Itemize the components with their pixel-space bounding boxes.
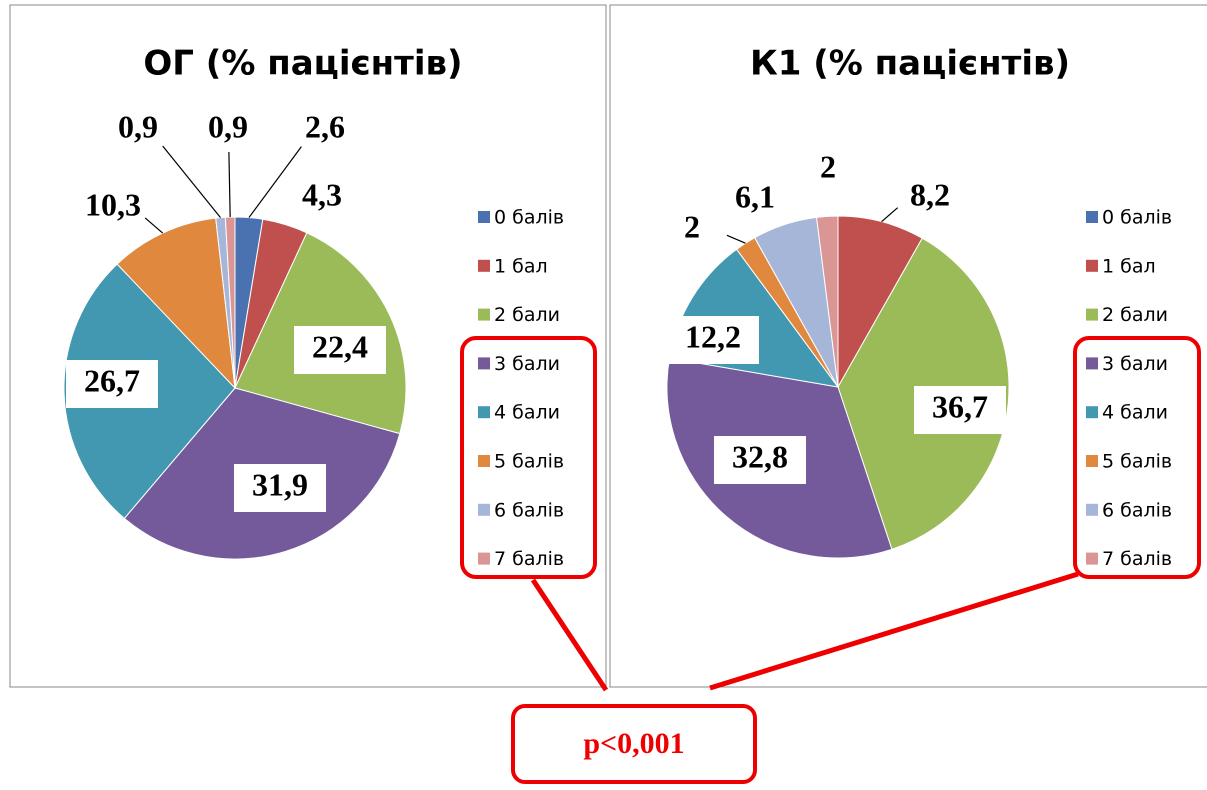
pie-slice xyxy=(837,215,923,389)
label-box xyxy=(714,436,806,484)
legend-label: 6 балів xyxy=(494,499,564,521)
legend-swatch xyxy=(478,211,490,223)
data-label: 10,3 xyxy=(85,186,141,222)
connector xyxy=(530,578,609,692)
data-label: 32,8 xyxy=(732,438,788,474)
legend-swatch xyxy=(1086,259,1098,272)
legend-label: 2 бали xyxy=(1102,304,1168,326)
leader-line xyxy=(162,145,221,218)
highlight-box xyxy=(1073,336,1201,579)
p-value: p<0,001 xyxy=(583,727,684,760)
legend-swatch xyxy=(1086,308,1098,321)
legend-label: 5 балів xyxy=(494,451,564,473)
data-label: 8,2 xyxy=(910,176,950,212)
legend-label: 7 балів xyxy=(494,548,564,570)
legend-swatch xyxy=(1086,406,1098,419)
leader-line xyxy=(144,217,164,234)
label-box xyxy=(667,316,759,364)
legend-label: 0 балів xyxy=(494,207,564,229)
data-label: 0,9 xyxy=(208,108,248,144)
label-box xyxy=(234,464,326,512)
data-label: 36,7 xyxy=(932,388,988,424)
legend-label: 1 бал xyxy=(1102,255,1156,277)
legend-swatch xyxy=(1086,455,1098,467)
data-label: 26,7 xyxy=(84,362,140,398)
highlight-box xyxy=(460,336,597,579)
legend-label: 4 бали xyxy=(1102,402,1168,424)
data-label: 6,1 xyxy=(735,178,775,214)
label-box xyxy=(66,360,158,408)
legend-label: 5 балів xyxy=(1102,451,1172,473)
legend-label: 0 балів xyxy=(1102,207,1172,229)
chart-title: К1 (% пацієнтів) xyxy=(750,44,1070,84)
label-box xyxy=(914,386,1006,434)
data-label: 31,9 xyxy=(252,466,308,502)
data-label: 2 xyxy=(820,148,836,184)
leader-line xyxy=(881,207,899,223)
data-label: 2 xyxy=(684,208,700,244)
data-label: 2,6 xyxy=(305,108,345,144)
connector xyxy=(709,571,1079,691)
data-label: 22,4 xyxy=(312,328,368,364)
data-label: 4,3 xyxy=(302,176,342,212)
legend-swatch xyxy=(478,552,490,565)
data-label: 0,9 xyxy=(118,108,158,144)
legend-label: 6 балів xyxy=(1102,499,1172,521)
label-box xyxy=(294,326,386,374)
data-label: 12,2 xyxy=(685,318,741,354)
legend-label: 2 бали xyxy=(494,304,560,326)
legend-swatch xyxy=(478,406,490,419)
legend-label: 3 бали xyxy=(1102,353,1168,375)
legend-swatch xyxy=(1086,503,1098,516)
legend-label: 7 балів xyxy=(1102,548,1172,570)
legend-label: 3 бали xyxy=(494,353,560,375)
leader-line xyxy=(228,151,231,218)
legend-swatch xyxy=(478,455,490,467)
chart-title: ОГ (% пацієнтів) xyxy=(143,44,462,84)
legend-swatch xyxy=(478,308,490,321)
legend-swatch xyxy=(478,357,490,370)
legend-label: 4 бали xyxy=(494,402,560,424)
p-value-box xyxy=(511,704,757,784)
leader-line xyxy=(248,146,302,218)
legend-label: 1 бал xyxy=(494,255,548,277)
leader-line xyxy=(726,234,746,244)
legend-swatch xyxy=(1086,211,1098,223)
legend-swatch xyxy=(1086,552,1098,565)
legend-swatch xyxy=(478,259,490,272)
pie-slice xyxy=(116,217,236,390)
legend-swatch xyxy=(478,503,490,516)
legend-swatch xyxy=(1086,357,1098,370)
pie-slice xyxy=(816,215,839,388)
